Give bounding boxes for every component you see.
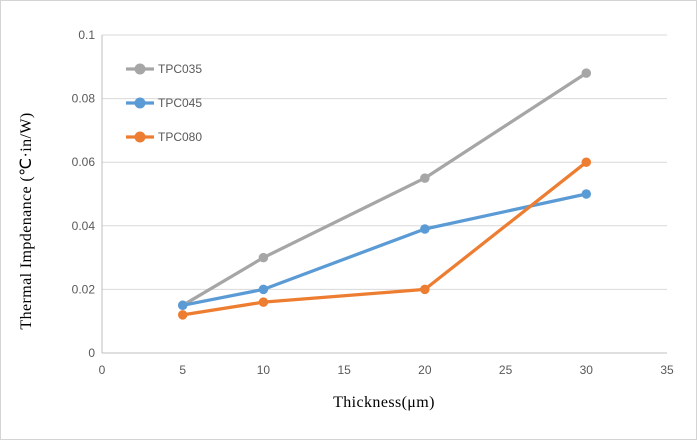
x-axis-title: Thickness(μm): [333, 394, 435, 411]
data-point-TPC080: [581, 157, 592, 167]
y-tick-label: 0.1: [78, 28, 95, 42]
data-point-TPC045: [258, 284, 269, 295]
y-tick-label: 0.06: [72, 155, 96, 169]
legend-label-TPC080: TPC080: [158, 130, 202, 144]
legend-marker-TPC035: [134, 63, 146, 75]
data-point-TPC080: [420, 284, 430, 295]
x-tick-label: 5: [179, 363, 186, 377]
x-tick-label: 30: [580, 363, 594, 377]
legend-label-TPC045: TPC045: [158, 96, 202, 110]
data-point-TPC045: [177, 300, 188, 311]
y-axis-title: Thermal Impdenance (℃·in/W): [18, 112, 35, 329]
y-tick-label: 0.04: [72, 219, 96, 233]
data-point-TPC035: [258, 252, 269, 263]
y-tick-label: 0.08: [72, 92, 96, 106]
x-tick-label: 10: [257, 363, 271, 377]
legend-marker-TPC045: [134, 97, 146, 109]
data-point-TPC080: [258, 297, 269, 307]
x-tick-label: 20: [418, 363, 432, 377]
y-tick-label: 0.02: [72, 282, 96, 296]
x-tick-label: 15: [337, 363, 351, 377]
plot-area: 0 0.02 0.04 0.06 0.08 0.1 0 5 10 15 20 25 30 35 TPC035…: [72, 28, 674, 377]
data-point-TPC045: [581, 189, 592, 199]
y-tick-label: 0: [88, 346, 95, 360]
data-point-TPC035: [581, 68, 592, 78]
x-tick-label: 25: [499, 363, 513, 377]
x-tick-label: 35: [660, 363, 674, 377]
data-point-TPC035: [420, 173, 430, 183]
data-point-TPC080: [177, 310, 188, 320]
x-tick-label: 0: [99, 363, 106, 377]
series-line-TPC045: [181, 192, 588, 307]
series-line-TPC080: [181, 160, 588, 317]
legend-label-TPC035: TPC035: [158, 62, 202, 76]
legend-marker-TPC080: [134, 131, 146, 143]
data-point-TPC045: [420, 224, 430, 234]
series-line-TPC035: [181, 71, 588, 307]
